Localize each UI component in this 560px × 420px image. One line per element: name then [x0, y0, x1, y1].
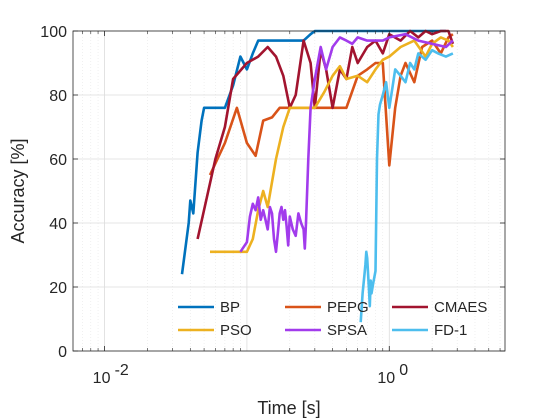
- y-axis-label: Accuracy [%]: [8, 138, 28, 243]
- series-line-cmaes: [196, 29, 455, 240]
- x-axis-label: Time [s]: [257, 398, 320, 418]
- legend-label-spsa: SPSA: [327, 322, 367, 339]
- series-line-pepg: [208, 33, 454, 176]
- legend: BP PEPG CMAES PSO SPSA FD-1: [178, 299, 487, 339]
- series-line-pso: [210, 36, 454, 254]
- y-tick-label: 0: [58, 344, 67, 361]
- plot-area: [73, 31, 505, 351]
- axes-box: [72, 30, 506, 352]
- legend-label-fd-1: FD-1: [434, 322, 467, 339]
- x-tick-label: 10: [93, 370, 111, 387]
- y-tick-label: 60: [49, 152, 67, 169]
- series-line-fd-1: [359, 48, 454, 323]
- axes: [72, 30, 506, 352]
- x-tick-exponent: -2: [115, 362, 129, 379]
- series-lines: [180, 29, 455, 323]
- legend-label-bp: BP: [220, 299, 240, 316]
- y-tick-label: 80: [49, 88, 67, 105]
- series-line-spsa: [239, 32, 454, 254]
- x-tick-label: 10: [377, 370, 395, 387]
- x-tick-exponent: 0: [399, 362, 408, 379]
- legend-label-cmaes: CMAES: [434, 299, 487, 316]
- y-tick-label: 100: [40, 24, 67, 41]
- legend-label-pepg: PEPG: [327, 299, 369, 316]
- legend-label-pso: PSO: [220, 322, 252, 339]
- y-tick-label: 20: [49, 280, 67, 297]
- y-tick-label: 40: [49, 216, 67, 233]
